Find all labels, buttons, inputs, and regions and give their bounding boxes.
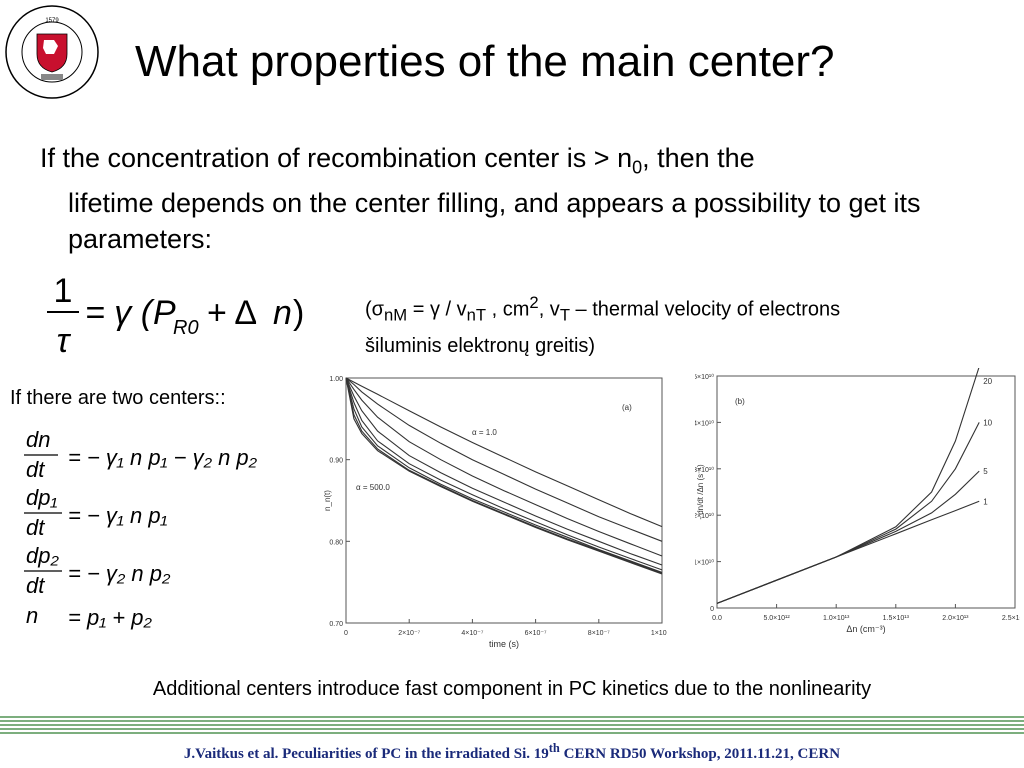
eq1-num: dn [26,427,50,452]
para-text-rest: lifetime depends on the center filling, … [68,188,921,255]
para-text-1: If the concentration of recombination ce… [40,143,633,173]
para-subscript: 0 [632,157,643,178]
eq2-rhs: = − γ₁ n p₁ [68,503,168,528]
x-tick-label: 1.0×10¹³ [823,615,850,622]
series-line-4 [345,377,663,566]
x-tick-label: 0.0 [712,615,722,622]
y-tick-label: 0.90 [329,458,343,465]
note-line2: šiluminis elektronų greitis) [365,334,596,357]
series-line-4 [716,368,980,604]
formula-numerator: 1 [54,272,73,310]
two-centers-label: If there are two centers:: [10,387,226,409]
y-tick-label: 5×10¹⁰ [695,373,714,381]
series-line-8 [345,377,663,575]
eq2-num: dp₁ [26,485,57,510]
annotation-alpha-1: α = 1.0 [472,428,497,437]
series-line-5 [345,377,663,571]
footer-text-b: CERN RD50 Workshop, 2011.11.21, CERN [559,746,841,762]
intro-paragraph: If the concentration of recombination ce… [40,140,1000,257]
footer-text-a: J.Vaitkus et al. Peculiarities of PC in … [183,746,549,762]
university-seal-logo: 1579 [5,5,99,99]
series-line-7 [345,377,663,574]
x-tick-label: 6×10⁻⁷ [525,630,547,637]
eq1-rhs: = − γ₁ n p₁ − γ₂ n p₂ [68,445,258,470]
eq3-rhs: = − γ₂ n p₂ [68,561,171,586]
series-line-1 [345,377,663,528]
series-label-1: 1 [983,497,988,506]
x-tick-label: 2×10⁻⁷ [398,630,420,637]
note-e: – thermal velocity of electrons [570,298,841,321]
y-axis-label: n_n(t) [323,490,332,511]
formula-rhs-a: = γ ( [85,294,156,332]
x-tick-label: 1.5×10¹³ [883,615,910,622]
eq3-den: dt [26,573,45,598]
panel-label: (a) [622,403,632,412]
x-tick-label: 0 [344,630,348,637]
para-text-2: , then the [642,143,755,173]
chart-b-recombination-rate: 0.0 5.0×10¹² 1.0×10¹³ 1.5×10¹³ 2.0×10¹³ 2.5×1… [695,368,1020,634]
series-line-6 [345,377,663,573]
eq2-den: dt [26,515,45,540]
series-label-20: 20 [983,377,992,386]
footer-rule [0,716,1024,734]
note-sub-nT: nT [466,305,487,325]
series-label-10: 10 [983,418,992,427]
series-line-3 [345,377,663,557]
y-tick-label: 3×10¹⁰ [695,466,714,474]
x-tick-label: 5.0×10¹² [763,615,790,622]
formula-rhs-b: + Δ [207,294,257,332]
eq1-den: dt [26,457,45,482]
series-line-2 [345,377,663,542]
series-label-5: 5 [983,467,988,476]
formula-denominator: τ [57,322,72,360]
panel-label: (b) [735,397,745,406]
y-tick-label: 0 [710,606,714,613]
y-tick-label: 0.80 [329,539,343,546]
plot-frame [716,375,1016,609]
x-axis-label: time (s) [489,639,519,649]
x-tick-label: 2.5×10¹³ [1002,615,1020,622]
sigma-note: (σnM = γ / vnT , cm2, vT – thermal veloc… [365,288,840,361]
rate-equations: dn dt = − γ₁ n p₁ − γ₂ n p₂ dp₁ dt = − γ… [24,427,258,630]
note-sub-nM: nM [384,305,408,325]
note-c: , cm [486,298,530,321]
note-sub-T: T [559,305,570,325]
annotation-alpha-500: α = 500.0 [356,483,390,492]
x-tick-label: 4×10⁻⁷ [461,630,483,637]
note-sup: 2 [529,293,539,312]
x-tick-label: 2.0×10¹³ [942,615,969,622]
x-axis-label: Δn (cm⁻³) [846,624,885,634]
footer-sup: th [548,741,560,755]
slide-title: What properties of the main center? [135,37,835,86]
formula-R0: R0 [173,317,199,339]
x-tick-label: 8×10⁻⁷ [588,630,610,637]
y-tick-label: 1×10¹⁰ [695,559,714,567]
note-b: = γ / v [407,298,467,321]
y-tick-label: 4×10¹⁰ [695,419,714,427]
y-tick-label: 1.00 [329,376,343,383]
formula-close: ) [293,294,304,332]
eq4-rhs: = p₁ + p₂ [68,605,152,630]
y-tick-label: 0.70 [329,621,343,628]
y-axis-label: - dn/dt /Δn (s⁻¹) [696,464,705,520]
x-tick-label: 1×10⁻⁶ [651,630,667,637]
note-d: , v [538,298,560,321]
formula-P: P [153,294,176,332]
logo-year: 1579 [45,18,59,24]
eq3-num: dp₂ [26,543,59,568]
lifetime-formula: 1 τ = γ ( P R0 + Δ n ) [47,272,304,360]
y-tick-label: 2×10¹⁰ [695,512,714,520]
chart-a-photoconductivity-decay: 0 2×10⁻⁷ 4×10⁻⁷ 6×10⁻⁷ 8×10⁻⁷ 1×10⁻⁶ 0.70 0.80 0… [323,376,667,649]
formula-n: n [273,294,292,332]
eq4-lhs: n [26,603,38,628]
caption: Additional centers introduce fast compon… [152,678,872,700]
footer-citation: J.Vaitkus et al. Peculiarities of PC in … [0,741,1024,763]
note-a: (σ [365,298,385,321]
